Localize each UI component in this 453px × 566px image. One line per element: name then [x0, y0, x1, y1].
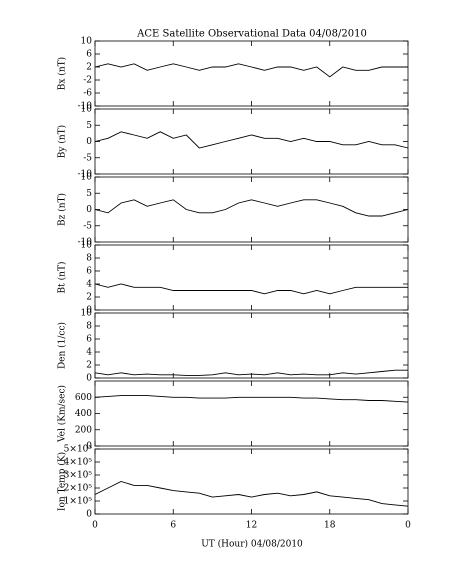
- x-tick-label: 12: [246, 521, 257, 531]
- x-tick-label: 0: [92, 521, 98, 531]
- y-tick-label: -10: [78, 238, 93, 248]
- y-tick-label: 6: [86, 335, 92, 345]
- y-tick-label: 0: [86, 306, 92, 316]
- y-tick-label: 2: [86, 361, 92, 371]
- y-tick-label: -10: [78, 102, 93, 112]
- panel-frame: [94, 176, 409, 243]
- y-tick-label: 0: [86, 137, 92, 147]
- y-tick-label: 1×10⁵: [64, 497, 93, 507]
- y-tick-label: 2×10⁵: [64, 484, 93, 494]
- y-tick-label: 10: [81, 309, 93, 319]
- panel-frame: [94, 108, 409, 175]
- y-tick-label: 400: [75, 409, 92, 419]
- y-tick-label: -5: [83, 153, 92, 163]
- y-tick-label: 200: [75, 425, 92, 435]
- y-tick-label: 4×10⁵: [64, 458, 93, 468]
- y-tick-label: 4: [86, 348, 92, 358]
- panel-frame: [94, 448, 409, 515]
- x-tick-label: 18: [324, 521, 336, 531]
- panel-frame: [94, 40, 409, 107]
- y-axis-label: Den (1/cc): [57, 322, 68, 369]
- y-tick-label: 0: [86, 442, 92, 452]
- x-tick-label: 0: [405, 521, 411, 531]
- y-tick-label: 5: [86, 189, 92, 199]
- y-tick-label: -10: [78, 170, 93, 180]
- y-tick-label: 5: [86, 121, 92, 131]
- y-tick-label: 6: [86, 50, 92, 60]
- chart-title: ACE Satellite Observational Data 04/08/2…: [136, 29, 367, 40]
- panel-frame: [94, 244, 409, 311]
- y-axis-label: Vel (Km/sec): [57, 385, 68, 443]
- y-tick-label: 5×10⁵: [64, 445, 93, 455]
- data-line: [94, 395, 409, 403]
- panel-frame: [94, 312, 409, 379]
- y-tick-label: 8: [86, 322, 92, 332]
- y-tick-label: 600: [75, 393, 92, 403]
- y-tick-label: 10: [81, 241, 93, 251]
- y-axis-label: By (nT): [57, 125, 68, 158]
- y-tick-label: 3×10⁵: [64, 471, 93, 481]
- y-tick-label: 2: [86, 293, 92, 303]
- data-line: [94, 283, 408, 295]
- y-tick-label: 6: [86, 267, 92, 277]
- data-line: [94, 63, 408, 78]
- y-tick-label: 2: [86, 63, 92, 73]
- y-tick-label: 0: [86, 374, 92, 384]
- y-tick-label: 0: [86, 205, 92, 215]
- x-axis-label: UT (Hour) 04/08/2010: [201, 539, 303, 550]
- y-tick-label: -6: [83, 89, 92, 99]
- y-axis-label: Bz (nT): [57, 193, 68, 226]
- panel-frame: [94, 380, 409, 447]
- y-tick-label: 0: [86, 510, 92, 520]
- data-line: [94, 369, 408, 376]
- y-tick-label: 10: [81, 173, 93, 183]
- y-tick-label: -2: [83, 76, 92, 86]
- x-tick-label: 6: [170, 521, 176, 531]
- y-tick-label: 8: [86, 254, 92, 264]
- y-axis-label: Ion Temp (K): [57, 452, 68, 511]
- y-axis-label: Bx (nT): [57, 57, 68, 90]
- data-line: [94, 131, 409, 149]
- y-axis-label: Bt (nT): [57, 262, 68, 294]
- y-tick-label: 4: [86, 280, 92, 290]
- y-tick-label: 10: [81, 37, 93, 47]
- data-line: [94, 199, 409, 217]
- data-line: [94, 481, 409, 507]
- y-tick-label: 10: [81, 105, 93, 115]
- y-tick-label: -5: [83, 221, 92, 231]
